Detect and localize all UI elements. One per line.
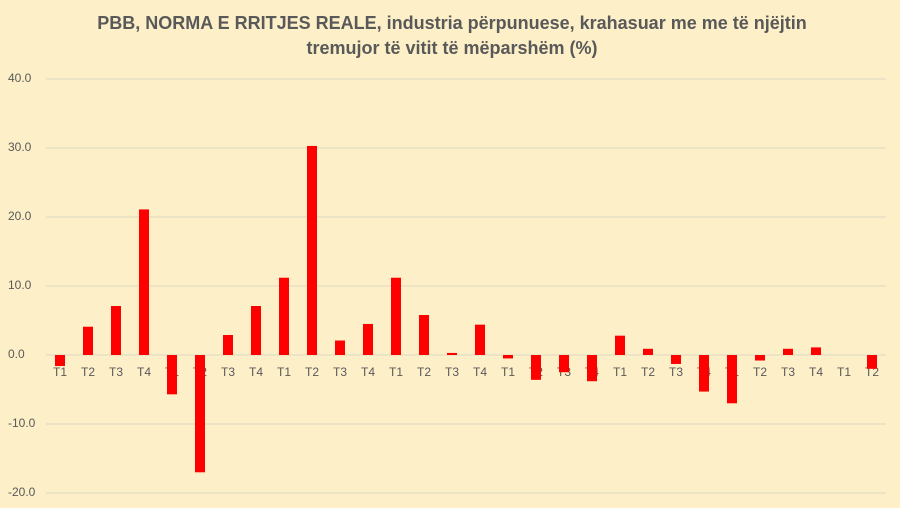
x-tick-label: T1 [389,365,403,379]
x-tick-label: T1 [53,365,67,379]
x-tick-label: T2 [417,365,431,379]
bar [307,145,317,355]
x-tick-label: T4 [473,365,487,379]
bar [755,355,765,361]
bar [671,355,681,364]
bar [727,355,737,404]
bar [419,314,429,355]
bar [55,355,65,367]
bar [867,355,877,369]
x-tick-label: T3 [109,365,123,379]
bar [363,323,373,355]
y-tick-label: -10.0 [8,416,36,430]
bar [251,306,261,355]
x-tick-label: T1 [613,365,627,379]
x-tick-label: T4 [249,365,263,379]
bar [587,355,597,382]
x-tick-label: T3 [669,365,683,379]
bar [559,355,569,373]
x-tick-label: T4 [137,365,151,379]
x-tick-label: T2 [81,365,95,379]
x-tick-label: T1 [837,365,851,379]
bar [167,355,177,395]
y-tick-label: 0.0 [8,347,25,361]
bar [811,347,821,355]
bar [447,352,457,355]
bar [83,326,93,355]
bar [195,355,205,473]
x-tick-label: T3 [445,365,459,379]
bar [699,355,709,392]
bar [643,348,653,355]
bar [503,355,513,359]
x-tick-label: T4 [809,365,823,379]
bar [531,355,541,380]
x-tick-label: T3 [221,365,235,379]
bar [223,334,233,355]
chart-title: PBB, NORMA E RRITJES REALE, industria pë… [97,13,807,33]
bar [475,324,485,355]
bar [139,209,149,355]
y-tick-label: 40.0 [8,71,32,85]
bar [279,277,289,355]
x-tick-label: T1 [501,365,515,379]
x-tick-label: T4 [361,365,375,379]
x-tick-label: T2 [305,365,319,379]
x-tick-label: T3 [781,365,795,379]
x-tick-label: T2 [753,365,767,379]
y-tick-label: 30.0 [8,140,32,154]
x-tick-label: T1 [277,365,291,379]
bar [335,340,345,355]
y-tick-label: -20.0 [8,485,36,499]
x-tick-label: T3 [333,365,347,379]
bar [111,306,121,355]
bar [783,348,793,355]
y-tick-label: 10.0 [8,278,32,292]
bar [615,335,625,355]
y-tick-label: 20.0 [8,209,32,223]
bar [391,277,401,355]
x-tick-label: T2 [641,365,655,379]
chart-title: tremujor të vitit të mëparshëm (%) [306,38,597,58]
